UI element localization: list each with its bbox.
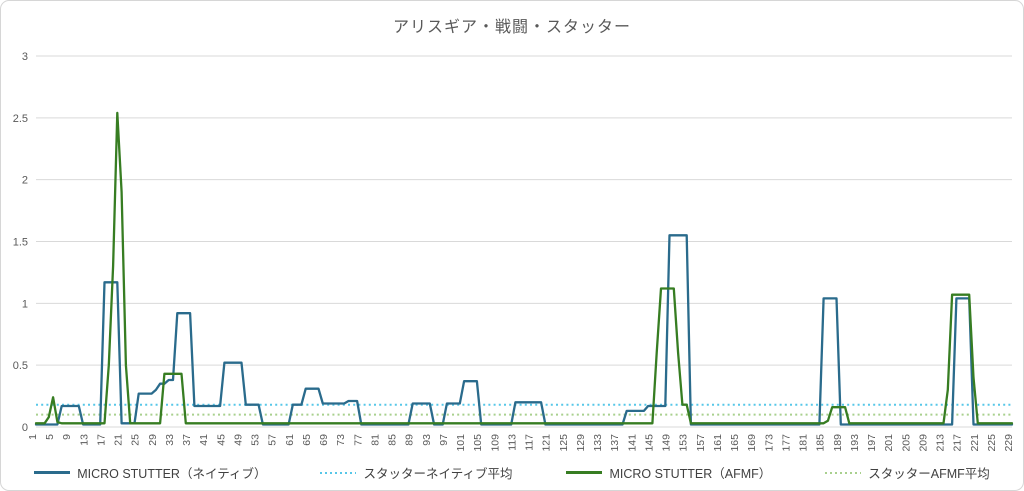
legend-label-afmf-average: スタッターAFMF平均 — [868, 467, 990, 481]
x-tick-label: 189 — [832, 434, 844, 452]
x-tick-label: 45 — [215, 434, 227, 446]
legend-item-afmf-average: スタッターAFMF平均 — [825, 463, 990, 482]
legend-label-native: MICRO STUTTER（ネイティブ） — [77, 467, 267, 481]
chart-legend: MICRO STUTTER（ネイティブ） スタッターネイティブ平均 MICRO … — [1, 463, 1023, 482]
x-tick-label: 157 — [695, 434, 707, 452]
legend-line-sample-afmf — [566, 471, 603, 474]
x-tick-label: 213 — [935, 434, 947, 452]
x-tick-label: 125 — [558, 434, 570, 452]
x-tick-label: 73 — [335, 434, 347, 446]
legend-label-afmf: MICRO STUTTER（AFMF） — [609, 467, 772, 481]
x-tick-label: 37 — [181, 434, 193, 446]
x-tick-label: 141 — [626, 434, 638, 452]
x-tick-label: 25 — [130, 434, 142, 446]
x-tick-label: 197 — [866, 434, 878, 452]
series-line-native — [34, 234, 1014, 426]
y-tick-label: 1.5 — [13, 237, 28, 249]
legend-line-sample-native — [34, 471, 71, 474]
x-tick-label: 117 — [524, 434, 536, 451]
x-tick-label: 165 — [729, 434, 741, 452]
x-tick-label: 121 — [541, 434, 553, 452]
chart-title: アリスギア・戦闘・スタッター — [392, 19, 631, 36]
x-tick-label: 221 — [969, 434, 981, 452]
y-tick-label: 0.5 — [13, 360, 28, 372]
x-tick-label: 133 — [592, 434, 604, 452]
x-tick-label: 53 — [250, 434, 262, 446]
x-tick-label: 137 — [609, 434, 621, 452]
y-tick-label: 3 — [22, 51, 28, 63]
x-tick-label: 49 — [232, 434, 244, 446]
x-tick-label: 65 — [301, 434, 313, 446]
x-tick-label: 97 — [438, 434, 450, 446]
legend-line-sample-native-average — [320, 471, 357, 474]
y-tick-label: 0 — [22, 422, 28, 434]
x-tick-label: 41 — [198, 434, 210, 446]
x-tick-label: 33 — [164, 434, 176, 446]
x-tick-label: 5 — [44, 434, 56, 440]
gridlines — [36, 55, 1012, 428]
x-tick-label: 69 — [318, 434, 330, 446]
y-tick-label: 2.5 — [13, 113, 28, 125]
x-tick-label: 13 — [78, 434, 90, 446]
legend-item-afmf: MICRO STUTTER（AFMF） — [566, 463, 771, 482]
y-tick-label: 1 — [22, 298, 28, 310]
x-tick-label: 161 — [712, 434, 724, 452]
x-tick-label: 169 — [746, 434, 758, 452]
y-tick-label: 2 — [22, 175, 28, 187]
x-tick-label: 89 — [404, 434, 416, 446]
x-tick-label: 105 — [472, 434, 484, 452]
x-tick-label: 21 — [113, 434, 125, 446]
x-tick-label: 205 — [900, 434, 912, 452]
x-tick-label: 1 — [27, 434, 39, 440]
x-tick-label: 57 — [267, 434, 279, 446]
x-tick-label: 149 — [661, 434, 673, 452]
legend-line-sample-afmf-average — [825, 471, 862, 474]
x-tick-label: 85 — [387, 434, 399, 446]
x-tick-label: 77 — [352, 434, 364, 446]
x-tick-label: 217 — [952, 434, 964, 452]
x-tick-label: 81 — [369, 434, 381, 446]
x-tick-label: 9 — [61, 434, 73, 440]
x-tick-label: 113 — [506, 434, 518, 451]
x-tick-label: 229 — [1003, 434, 1015, 452]
x-tick-label: 29 — [147, 434, 159, 446]
x-tick-label: 129 — [575, 434, 587, 452]
x-axis-labels: 1 5 9 13 17 21 25 29 33 37 41 45 49 53 57 61 65 69 73 77 81 8… — [27, 434, 1015, 452]
x-tick-label: 193 — [849, 434, 861, 452]
x-tick-label: 61 — [284, 434, 296, 446]
x-tick-label: 201 — [883, 434, 895, 452]
x-tick-label: 173 — [763, 434, 775, 452]
legend-item-native-average: スタッターネイティブ平均 — [320, 463, 512, 482]
x-tick-label: 101 — [455, 434, 467, 452]
x-tick-label: 177 — [780, 434, 792, 452]
x-tick-label: 209 — [917, 434, 929, 452]
x-tick-label: 153 — [678, 434, 690, 452]
x-tick-label: 109 — [489, 434, 501, 452]
x-tick-label: 93 — [421, 434, 433, 446]
series-line-afmf — [34, 111, 1014, 425]
x-tick-label: 145 — [643, 434, 655, 452]
x-tick-label: 225 — [986, 434, 998, 452]
legend-item-native: MICRO STUTTER（ネイティブ） — [34, 463, 266, 482]
legend-label-native-average: スタッターネイティブ平均 — [363, 467, 513, 481]
x-tick-label: 17 — [95, 434, 107, 446]
y-axis-labels: 0 0.5 1 1.5 2 2.5 3 — [13, 51, 28, 434]
x-tick-label: 185 — [815, 434, 827, 452]
x-tick-label: 181 — [798, 434, 810, 452]
